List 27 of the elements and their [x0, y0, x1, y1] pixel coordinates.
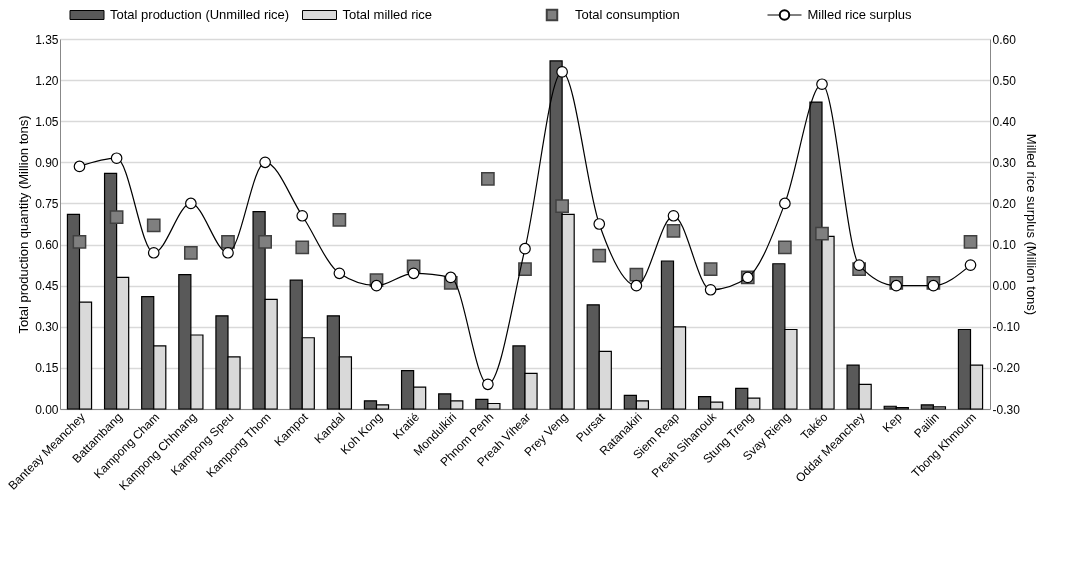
- y2-tick-label: 0.20: [992, 196, 1017, 211]
- y2-tick-label: 0.50: [992, 73, 1017, 88]
- y-tick-label: 0.30: [35, 320, 59, 335]
- y-tick-label: 0.90: [35, 155, 59, 170]
- y-tick-label: 0.45: [35, 279, 59, 294]
- y-axis-title: Total production quantity (Million tons): [16, 115, 32, 334]
- y-tick-label: 0.75: [35, 196, 59, 211]
- y2-axis-title: Milled rice surplus (Million tons): [1023, 133, 1039, 316]
- y2-tick-label: 0.10: [992, 238, 1017, 253]
- y-tick-label: 1.05: [35, 114, 59, 129]
- y-tick-label: 1.20: [35, 73, 59, 88]
- y2-tick-label: 0.00: [992, 279, 1017, 294]
- y2-tick-label: -0.10: [992, 320, 1021, 335]
- y-tick-label: 0.15: [35, 361, 59, 376]
- legend-label: Total consumption: [575, 7, 680, 22]
- y2-tick-label: 0.40: [992, 114, 1017, 129]
- y-tick-label: 0.60: [35, 238, 59, 253]
- legend-label: Total milled rice: [342, 7, 433, 22]
- legend-label: Total production (Unmilled rice): [110, 7, 290, 22]
- y-tick-label: 0.00: [35, 402, 59, 417]
- legend-label: Milled rice surplus: [807, 7, 913, 22]
- y-tick-label: 1.35: [35, 32, 59, 47]
- y2-tick-label: 0.30: [992, 155, 1017, 170]
- x-tick-label: Kep: [879, 409, 905, 436]
- y2-tick-label: -0.20: [992, 361, 1021, 376]
- y2-tick-label: -0.30: [992, 402, 1021, 417]
- y2-tick-label: 0.60: [992, 32, 1017, 47]
